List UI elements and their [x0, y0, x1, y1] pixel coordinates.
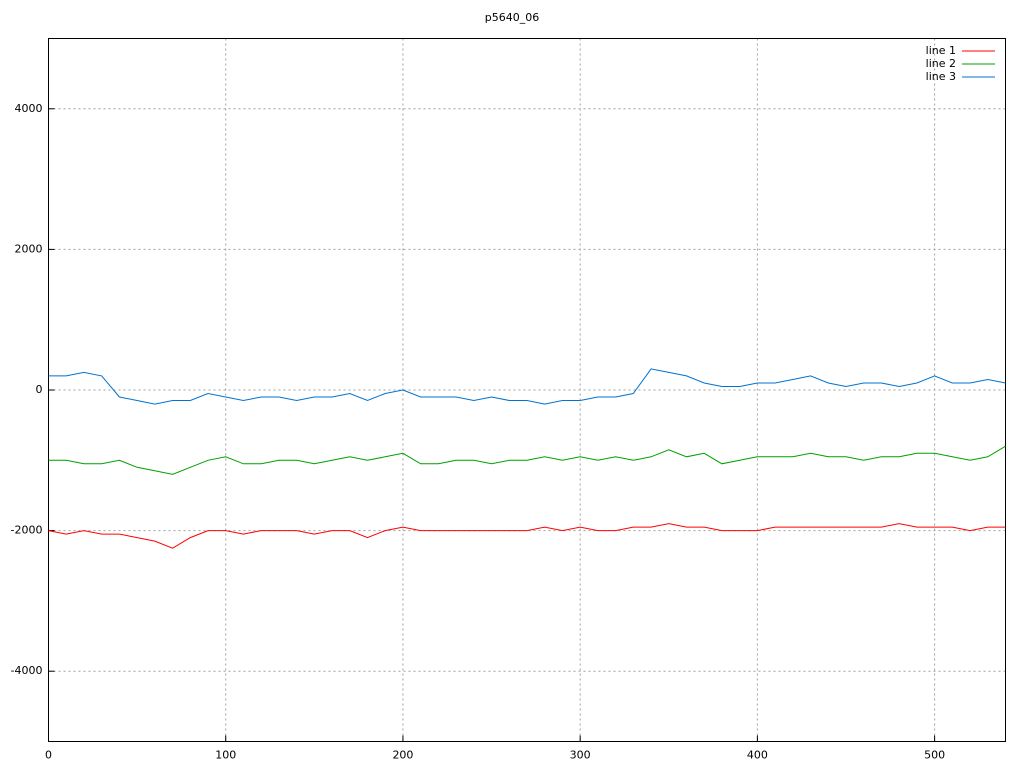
y-tick-label: -2000 [11, 524, 43, 537]
series-line [48, 445, 1006, 475]
legend-label: line 2 [926, 57, 956, 70]
y-tick-label: 4000 [15, 102, 43, 115]
series-line [48, 523, 1006, 549]
series-line [48, 368, 1006, 405]
y-tick-label: 0 [36, 383, 43, 396]
y-tick-label: -4000 [11, 664, 43, 677]
x-tick-label: 300 [570, 749, 591, 762]
x-tick-label: 200 [392, 749, 413, 762]
legend-label: line 1 [926, 44, 956, 57]
legend-label: line 3 [926, 70, 956, 83]
y-tick-label: 2000 [15, 242, 43, 255]
x-tick-label: 400 [747, 749, 768, 762]
x-tick-label: 100 [215, 749, 236, 762]
x-tick-label: 500 [924, 749, 945, 762]
x-tick-label: 0 [45, 749, 52, 762]
chart-title: p5640_06 [485, 11, 539, 24]
plot-frame [48, 38, 1006, 742]
